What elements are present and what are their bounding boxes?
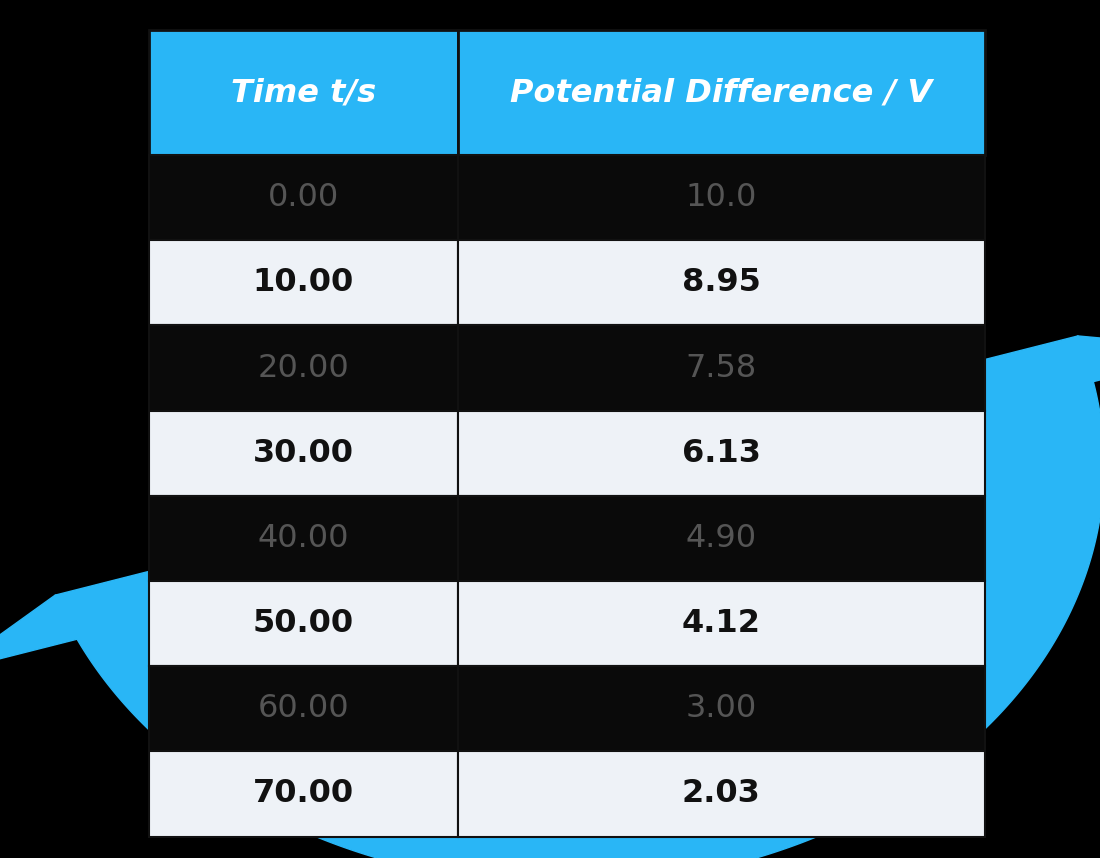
- Text: 3.00: 3.00: [685, 693, 757, 724]
- Text: 6.13: 6.13: [682, 438, 760, 468]
- Bar: [148, 666, 458, 752]
- Bar: [148, 411, 458, 496]
- Text: Time t/s: Time t/s: [231, 77, 376, 108]
- Text: 40.00: 40.00: [257, 523, 349, 554]
- Bar: [458, 411, 984, 496]
- Bar: [148, 325, 458, 411]
- Text: 2.03: 2.03: [682, 778, 760, 809]
- Text: 4.12: 4.12: [682, 608, 761, 639]
- Text: 60.00: 60.00: [257, 693, 349, 724]
- Polygon shape: [971, 336, 1100, 413]
- Bar: [148, 496, 458, 581]
- Text: 50.00: 50.00: [253, 608, 354, 639]
- Bar: [148, 752, 458, 837]
- Text: 0.00: 0.00: [267, 182, 339, 213]
- Bar: [148, 581, 458, 666]
- Polygon shape: [0, 595, 199, 672]
- Text: 7.58: 7.58: [685, 353, 757, 384]
- Bar: [458, 155, 984, 240]
- Bar: [458, 30, 984, 155]
- Text: 10.00: 10.00: [253, 268, 354, 299]
- Bar: [458, 325, 984, 411]
- Text: 8.95: 8.95: [682, 268, 760, 299]
- Text: 30.00: 30.00: [253, 438, 354, 468]
- Text: Potential Difference / V: Potential Difference / V: [510, 77, 932, 108]
- Bar: [458, 581, 984, 666]
- Bar: [458, 752, 984, 837]
- Text: 10.0: 10.0: [685, 182, 757, 213]
- Polygon shape: [55, 336, 1100, 858]
- Text: 4.90: 4.90: [685, 523, 757, 554]
- Bar: [458, 666, 984, 752]
- Bar: [458, 496, 984, 581]
- Bar: [458, 240, 984, 325]
- Bar: [148, 155, 458, 240]
- Bar: [148, 240, 458, 325]
- Bar: [148, 30, 458, 155]
- Text: 20.00: 20.00: [257, 353, 349, 384]
- Text: 70.00: 70.00: [253, 778, 354, 809]
